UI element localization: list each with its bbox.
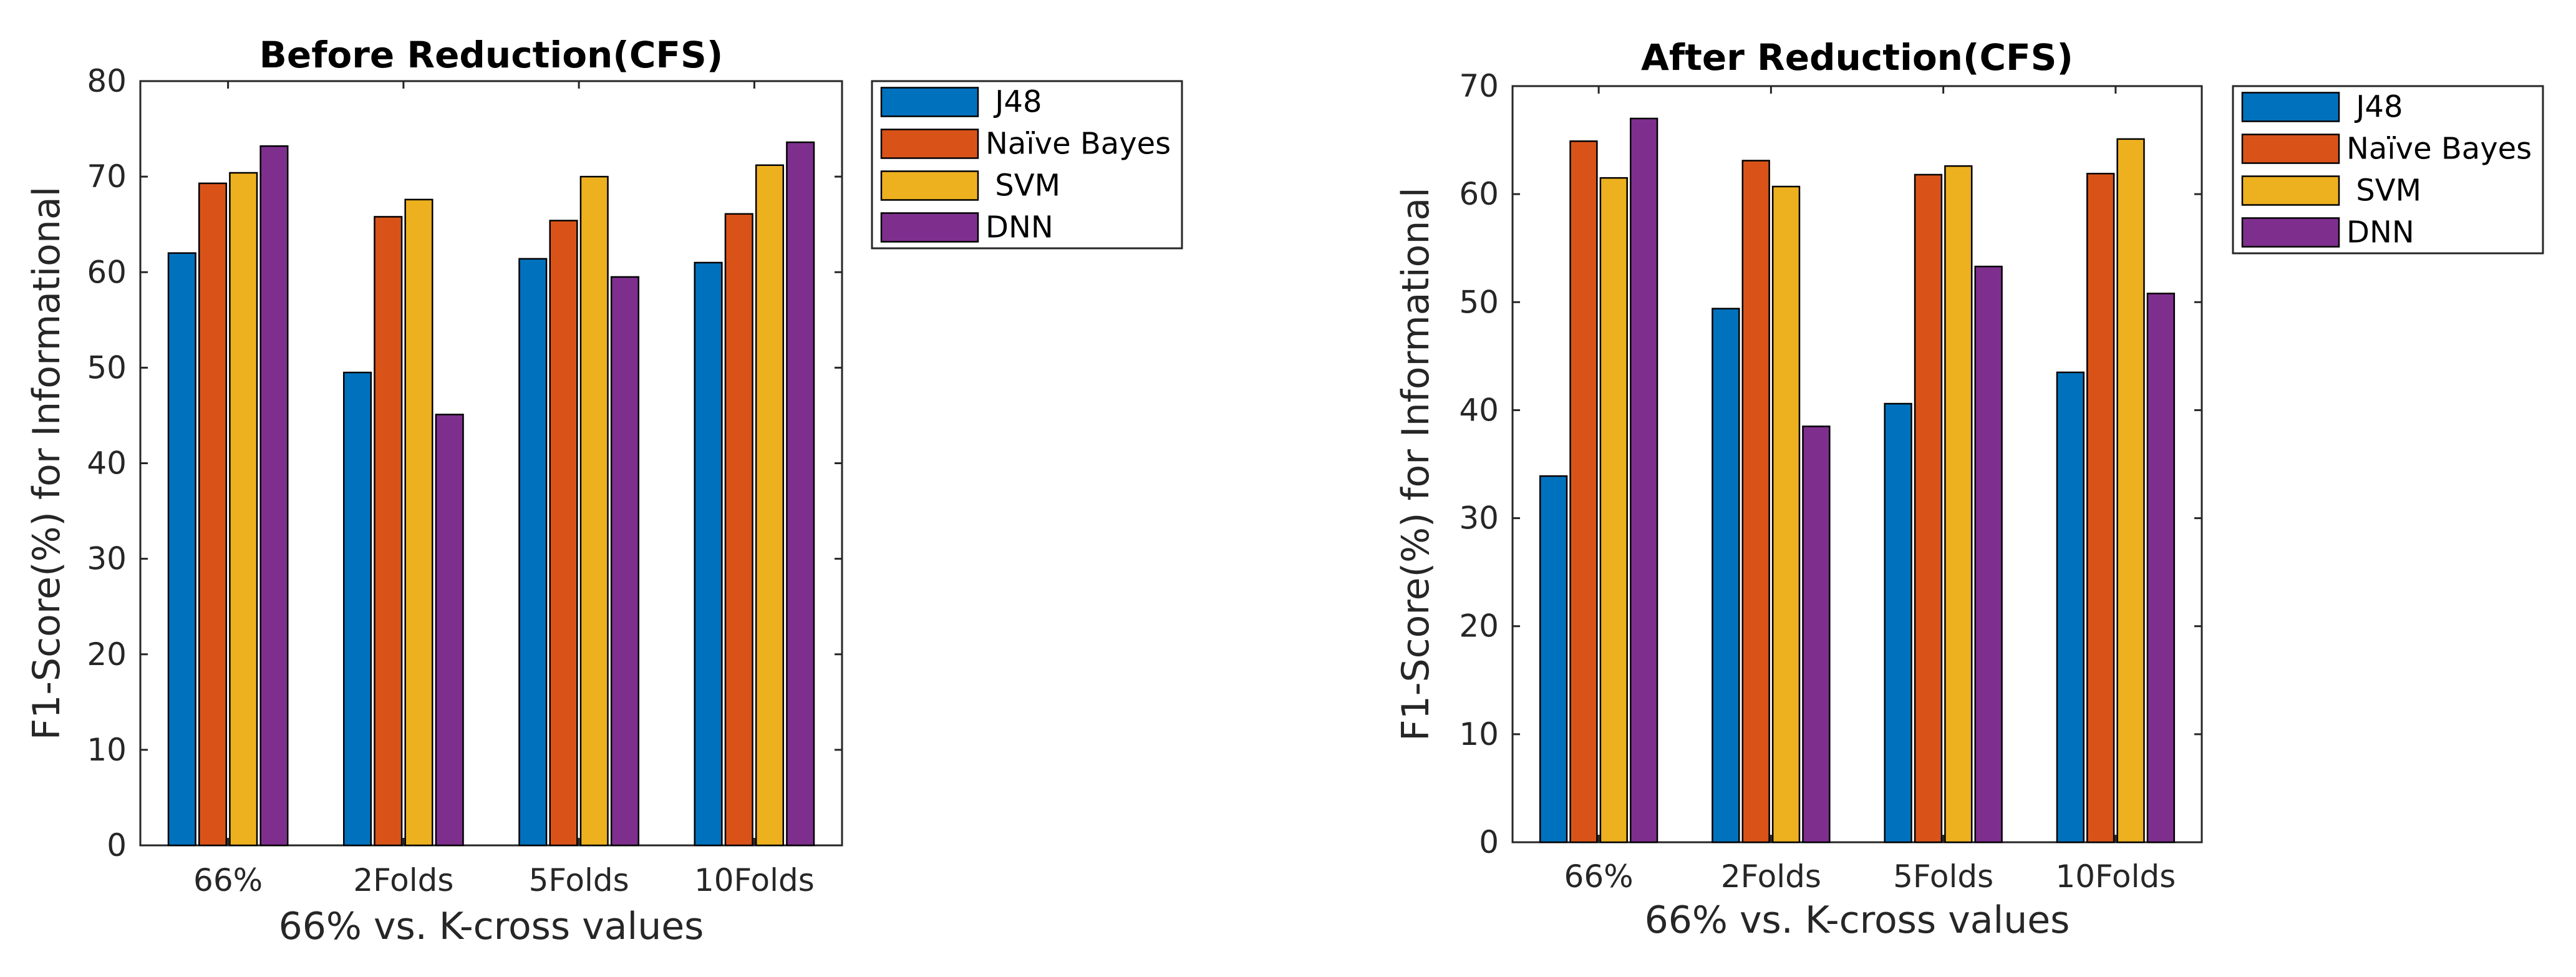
chart-before-reduction: 0 10 20 30 40 50 60 70 80 66% 2Folds 5Folds 10Folds B… — [25, 34, 1183, 948]
x-tick-label: 66% — [193, 862, 263, 898]
y-tick-label: 20 — [87, 636, 127, 673]
bar-j48-66 — [167, 252, 196, 847]
bar-svm-5folds — [579, 175, 609, 847]
chart-title: Before Reduction(CFS) — [259, 34, 724, 76]
bar-svm-10folds — [2116, 138, 2145, 843]
x-tick-label: 2Folds — [353, 862, 453, 898]
bar-svm-66 — [229, 172, 258, 847]
y-tick-label: 60 — [87, 254, 127, 290]
plot-area-frame — [1511, 85, 2203, 843]
x-axis-label: 66% vs. K-cross values — [1645, 898, 2070, 942]
bar-na-ve-bayes-66 — [198, 182, 228, 847]
legend-label: J48 — [2346, 90, 2403, 125]
bar-dnn-5folds — [1974, 265, 2003, 843]
bar-j48-5folds — [1884, 402, 1912, 843]
bar-j48-10folds — [694, 261, 723, 847]
x-tick-label: 10Folds — [694, 862, 815, 898]
y-axis-label: F1-Score(%) for Informational — [25, 187, 69, 741]
bar-j48-10folds — [2056, 371, 2085, 843]
bar-na-ve-bayes-2folds — [1741, 160, 1770, 843]
y-tick-label: 0 — [107, 827, 127, 863]
y-tick-label: 70 — [1459, 68, 1499, 104]
legend-swatch-svm — [880, 170, 979, 201]
y-tick-label: 40 — [1459, 392, 1499, 428]
legend-label: Naïve Bayes — [985, 127, 1171, 162]
bar-na-ve-bayes-10folds — [724, 213, 753, 847]
legend-label: Naïve Bayes — [2346, 132, 2532, 167]
bar-j48-66 — [1539, 475, 1568, 843]
bar-dnn-66 — [1629, 117, 1658, 843]
legend-swatch-dnn — [880, 212, 979, 243]
bar-na-ve-bayes-66 — [1569, 140, 1598, 843]
legend-swatch-j48 — [2241, 92, 2340, 122]
y-axis-label: F1-Score(%) for Informational — [1394, 187, 1438, 741]
bar-j48-2folds — [343, 371, 372, 847]
x-tick-label: 2Folds — [1721, 858, 1821, 895]
bar-na-ve-bayes-5folds — [549, 220, 578, 847]
y-tick-label: 10 — [87, 732, 127, 768]
bar-svm-10folds — [755, 164, 785, 847]
x-axis-label: 66% vs. K-cross values — [279, 905, 704, 948]
chart-after-reduction: 0 10 20 30 40 50 60 70 66% 2Folds 5Folds 10Folds Aft… — [1394, 36, 2544, 942]
bar-dnn-10folds — [2146, 293, 2176, 843]
legend-label: DNN — [2346, 215, 2414, 250]
bar-j48-5folds — [518, 258, 548, 847]
y-tick-label: 60 — [1459, 176, 1499, 212]
x-tick-label: 5Folds — [529, 862, 629, 898]
x-tick-label: 10Folds — [2055, 858, 2176, 895]
bar-dnn-5folds — [610, 276, 639, 847]
x-tick-label: 5Folds — [1893, 858, 1993, 895]
bar-dnn-66 — [259, 145, 289, 847]
y-tick-label: 10 — [1459, 716, 1499, 752]
bar-svm-66 — [1599, 177, 1628, 843]
legend-label: J48 — [985, 85, 1042, 120]
legend-swatch-j48 — [880, 87, 979, 117]
bar-svm-2folds — [404, 198, 433, 847]
bar-svm-5folds — [1944, 165, 1973, 843]
chart-title: After Reduction(CFS) — [1641, 36, 2073, 79]
y-tick-label: 40 — [87, 445, 127, 482]
y-tick-label: 80 — [87, 63, 127, 99]
legend-swatch-na-ve-bayes — [2241, 134, 2340, 164]
legend-label: SVM — [985, 168, 1060, 203]
legend-label: DNN — [985, 210, 1053, 245]
y-tick-label: 20 — [1459, 608, 1499, 644]
y-tick-label: 50 — [1459, 284, 1499, 320]
bar-na-ve-bayes-2folds — [374, 216, 403, 847]
bar-na-ve-bayes-5folds — [1914, 173, 1943, 843]
y-tick-label: 50 — [87, 349, 127, 386]
y-tick-label: 70 — [87, 158, 127, 195]
bar-na-ve-bayes-10folds — [2086, 172, 2115, 843]
y-tick-label: 0 — [1479, 824, 1499, 860]
bar-dnn-2folds — [435, 414, 464, 847]
legend-label: SVM — [2346, 173, 2421, 208]
legend-swatch-na-ve-bayes — [880, 129, 979, 159]
bar-j48-2folds — [1712, 308, 1740, 843]
legend-swatch-dnn — [2241, 217, 2340, 248]
y-tick-label: 30 — [87, 541, 127, 577]
legend-swatch-svm — [2241, 175, 2340, 206]
y-tick-label: 30 — [1459, 500, 1499, 537]
bar-svm-2folds — [1771, 185, 1801, 843]
x-tick-label: 66% — [1564, 858, 1634, 895]
bar-dnn-10folds — [786, 141, 815, 847]
bar-dnn-2folds — [1802, 425, 1831, 843]
